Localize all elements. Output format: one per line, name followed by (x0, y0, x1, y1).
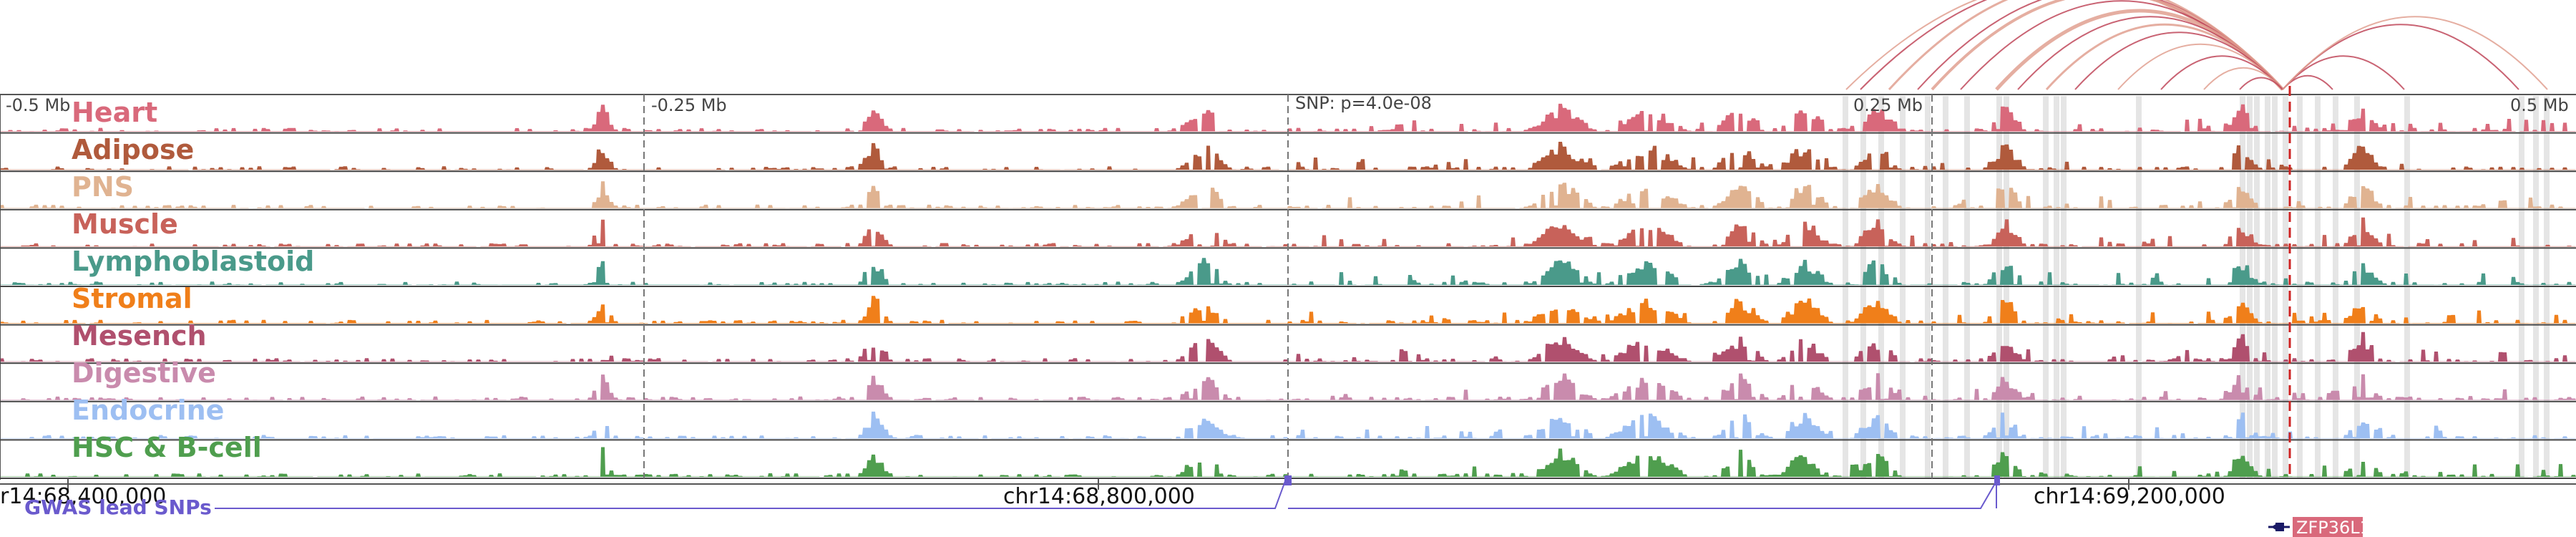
track-label-hsc-bcell: HSC & B-cell (72, 432, 262, 463)
gene-exon (2275, 523, 2284, 531)
signal-track-6 (0, 296, 2576, 324)
gene-annotation[interactable]: ZFP36L1 (2268, 517, 2371, 537)
gwas-snp-marker (1284, 475, 1292, 485)
gene-strand-arrow-icon (2271, 523, 2277, 531)
signal-tracks (0, 103, 2576, 477)
loop-arc (2160, 55, 2283, 90)
gene-label-box (2293, 517, 2363, 537)
loop-arc (2282, 55, 2405, 90)
track-label-digestive: Digestive (72, 357, 216, 389)
chromatin-loops (1845, 0, 2548, 91)
header-label-left: -0.5 Mb (6, 95, 70, 115)
gwas-track-label: GWAS lead SNPs (24, 495, 212, 519)
loop-arc (1888, 0, 2284, 91)
signal-track-8 (0, 373, 2576, 400)
loop-arc (2117, 43, 2283, 90)
track-label-adipose: Adipose (72, 134, 194, 165)
header-label-mid-left: -0.25 Mb (651, 95, 727, 115)
coord-label-right: chr14:69,200,000 (2034, 484, 2225, 509)
track-label-stromal: Stromal (72, 283, 192, 314)
loop-arc (2282, 16, 2548, 90)
gridlines (643, 95, 1933, 478)
track-label-muscle: Muscle (72, 208, 178, 240)
loop-arc (2239, 77, 2283, 90)
signal-track-2 (0, 142, 2576, 170)
gene-name-label: ZFP36L1 (2296, 518, 2371, 537)
track-label-endocrine: Endocrine (72, 395, 224, 426)
gwas-track: GWAS lead SNPs (24, 475, 2000, 519)
loop-arc (2074, 32, 2283, 90)
track-label-lymphoblastoid: Lymphoblastoid (72, 246, 314, 277)
header-label-right: 0.5 Mb (2510, 95, 2569, 115)
loop-arc (1845, 0, 2283, 90)
header-label-mid-right: 0.25 Mb (1853, 95, 1923, 115)
gwas-snp-marker (1994, 475, 2000, 485)
track-labels: Heart Adipose PNS Muscle Lymphoblastoid … (72, 97, 314, 463)
coord-label-center: chr14:68,800,000 (1003, 484, 1195, 509)
track-label-pns: PNS (72, 171, 134, 203)
track-label-heart: Heart (72, 97, 157, 128)
loop-arc (2282, 24, 2519, 90)
header-snp-label: SNP: p=4.0e-08 (1295, 93, 1432, 113)
track-label-mesench: Mesench (72, 320, 207, 352)
coord-label-left: r14:68,400,000 (0, 484, 166, 509)
